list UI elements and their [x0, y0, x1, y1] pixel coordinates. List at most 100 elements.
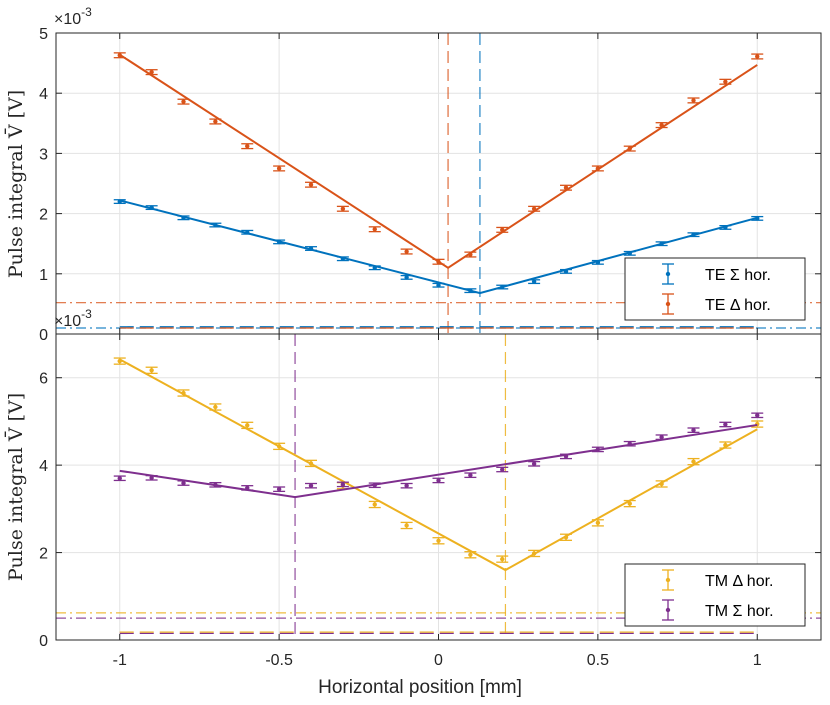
data-point [751, 215, 764, 221]
data-point [687, 427, 700, 434]
top-panel: 0 1 2 3 4 5 ×10-3 Pulse integral V̄ [V] [4, 5, 822, 344]
y-tick-label: 3 [39, 146, 48, 163]
data-point [273, 165, 286, 172]
data-point [241, 229, 254, 235]
x-tick-label: -0.5 [265, 652, 293, 669]
bottom-panel: 0 2 4 6 -1 -0.5 0 0.5 1 ×10-3 Pulse integral V̄ … [4, 307, 822, 698]
data-point [464, 472, 477, 479]
bottom-series [113, 357, 764, 572]
data-point [400, 274, 413, 280]
fit-line [119, 53, 758, 269]
y-tick-label: 0 [39, 327, 48, 344]
data-point [145, 366, 158, 374]
data-point [305, 459, 317, 468]
data-point [464, 251, 477, 258]
fit-line [119, 358, 758, 572]
x-tick-label: -1 [113, 652, 127, 669]
fit-line [119, 199, 758, 295]
top-series [113, 52, 764, 295]
data-point [209, 222, 222, 228]
data-point [432, 537, 445, 545]
data-point [719, 441, 732, 449]
data-point [400, 482, 413, 489]
legend-entry: TE Σ hor. [662, 263, 771, 285]
data-point [719, 78, 732, 85]
data-point [528, 279, 541, 285]
legend-label: TE Σ hor. [705, 267, 771, 284]
data-point [241, 143, 254, 150]
data-point [209, 481, 222, 488]
x-tick-label: 0 [434, 652, 443, 669]
data-point [560, 533, 572, 541]
y-tick-label: 5 [39, 26, 48, 43]
data-point [273, 442, 286, 451]
data-point [432, 477, 445, 484]
data-point [528, 549, 541, 558]
data-point [113, 199, 126, 205]
data-point [145, 474, 158, 481]
data-point [368, 265, 381, 271]
data-point [623, 440, 636, 447]
data-point [496, 226, 509, 233]
bottom-ticks: 0 2 4 6 -1 -0.5 0 0.5 1 [39, 334, 821, 669]
data-point [145, 205, 158, 211]
fit-line [119, 423, 758, 499]
data-point [719, 421, 732, 428]
legend-entry: TM Δ hor. [662, 569, 773, 591]
data-point [655, 480, 668, 488]
data-point [560, 268, 572, 274]
data-point [273, 486, 286, 493]
x-axis-label: Horizontal position [mm] [318, 677, 522, 698]
x-tick-label: 0.5 [587, 652, 609, 669]
top-multiplier: ×10-3 [54, 5, 92, 28]
data-point [113, 475, 126, 482]
y-tick-label: 1 [39, 267, 48, 284]
data-point [400, 248, 413, 255]
data-point [305, 482, 317, 489]
data-point [241, 421, 254, 430]
data-point [496, 466, 509, 473]
bottom-legend-box [624, 563, 806, 627]
data-point [400, 521, 413, 530]
data-point [528, 460, 541, 467]
y-tick-label: 6 [39, 371, 48, 388]
data-point [432, 258, 445, 265]
data-point [591, 446, 604, 453]
y-tick-label: 4 [39, 86, 48, 103]
data-point [751, 53, 764, 60]
data-point [655, 434, 668, 441]
data-point [464, 288, 477, 294]
data-point [623, 145, 636, 152]
data-point [591, 519, 604, 527]
data-point [177, 98, 190, 105]
data-point [145, 69, 158, 76]
data-point [336, 256, 349, 262]
data-point [336, 205, 349, 212]
data-point [368, 500, 381, 509]
legend-entry: TE Δ hor. [662, 293, 771, 315]
y-tick-label: 2 [39, 546, 48, 563]
data-point [623, 499, 636, 508]
data-point [528, 205, 541, 212]
bottom-ylabel: Pulse integral V̄ [V] [4, 393, 27, 581]
y-tick-label: 0 [39, 633, 48, 650]
bottom-multiplier: ×10-3 [54, 307, 92, 330]
data-point [241, 485, 254, 491]
data-point [336, 481, 349, 488]
data-point [591, 165, 604, 172]
data-point [655, 122, 668, 129]
data-point [464, 551, 477, 559]
data-point [496, 555, 509, 563]
data-point [591, 259, 604, 265]
data-point [368, 226, 381, 233]
legend-label: TE Δ hor. [705, 297, 771, 314]
data-point [368, 482, 381, 489]
data-point [655, 241, 668, 247]
data-point [623, 250, 636, 256]
data-point [177, 480, 190, 486]
data-point [113, 357, 126, 365]
top-reference-lines [56, 33, 821, 334]
data-point [432, 282, 445, 288]
data-point [687, 457, 700, 466]
